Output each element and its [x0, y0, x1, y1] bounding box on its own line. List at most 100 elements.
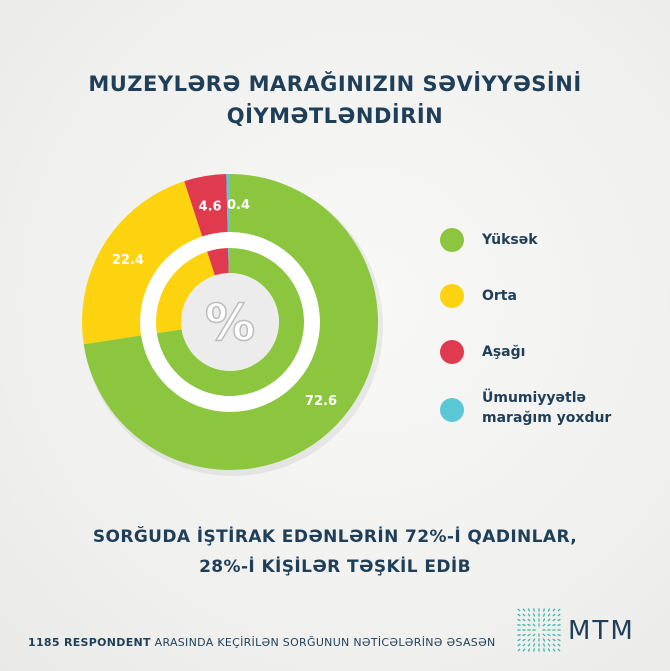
outer-slice-0: [83, 174, 379, 471]
chart-center-disc: [181, 273, 279, 371]
logo-mark-stroke: [552, 618, 556, 622]
legend-label-marag-yoxdur-1: Ümumiyyətlə: [482, 390, 587, 406]
footer-source-text: ARASINDA KEÇİRİLƏN SORĞUNUN NƏTİCƏLƏRİNƏ…: [150, 636, 496, 649]
logo-mark-stroke: [547, 638, 551, 642]
logo-mark-stroke: [532, 613, 536, 617]
logo-mark-stroke: [552, 643, 556, 647]
mtm-logo-text: MTM: [568, 616, 635, 646]
inner-slice-3: [228, 248, 230, 274]
survey-note-line1: SORĞUDA İŞTİRAK EDƏNLƏRİN 72%-İ QADINLAR…: [92, 527, 578, 547]
logo-mark-stroke: [542, 643, 546, 647]
logo-mark-stroke: [517, 643, 521, 647]
legend-dot-orta: [440, 284, 464, 308]
logo-mark-stroke: [547, 613, 551, 617]
logo-mark-stroke: [522, 618, 526, 622]
chart-title: MUZEYLƏRƏ MARAĞINIZIN SƏVİYYƏSİNİ QİYMƏT…: [0, 68, 670, 132]
logo-mark-stroke: [557, 618, 561, 622]
slice-value-label-1: 22.4: [112, 253, 144, 268]
slice-value-label-3: 0.4: [227, 198, 250, 213]
logo-mark-stroke: [532, 643, 536, 647]
logo-mark-stroke: [533, 648, 535, 652]
chart-title-line1: MUZEYLƏRƏ MARAĞINIZIN SƏVİYYƏSİNİ: [88, 72, 582, 96]
logo-mark-stroke: [543, 608, 545, 612]
logo-mark-stroke: [542, 633, 546, 637]
logo-mark-stroke: [522, 638, 526, 642]
center-percent-label: %: [205, 294, 255, 352]
logo-mark-stroke: [542, 638, 546, 642]
survey-note: SORĞUDA İŞTİRAK EDƏNLƏRİN 72%-İ QADINLAR…: [0, 522, 670, 582]
logo-mark-stroke: [557, 613, 561, 617]
logo-mark-stroke: [522, 608, 526, 612]
logo-mark-stroke: [552, 623, 556, 627]
logo-mark-stroke: [522, 623, 526, 627]
logo-mark-stroke: [557, 608, 561, 612]
logo-mark-stroke: [533, 608, 535, 612]
logo-mark-stroke: [517, 618, 521, 622]
logo-mark-stroke: [552, 638, 556, 642]
logo-mark-stroke: [532, 618, 536, 622]
logo-mark-stroke: [517, 608, 521, 612]
footer-respondent-count: 1185 RESPONDENT: [28, 636, 151, 649]
logo-mark-stroke: [517, 613, 521, 617]
mtm-logo: MTM: [516, 607, 646, 655]
logo-mark-stroke: [557, 643, 561, 647]
logo-mark-stroke: [527, 618, 531, 622]
footer-source: 1185 RESPONDENT ARASINDA KEÇİRİLƏN SORĞU…: [28, 636, 496, 649]
logo-mark-stroke: [552, 648, 556, 652]
logo-mark-stroke: [522, 643, 526, 647]
logo-mark-stroke: [527, 623, 531, 627]
chart-title-line2: QİYMƏTLƏNDİRİN: [226, 104, 444, 128]
logo-mark-stroke: [557, 638, 561, 642]
logo-mark-stroke: [542, 618, 546, 622]
inner-slice-0: [156, 248, 304, 396]
logo-mark-stroke: [532, 623, 536, 627]
logo-mark-stroke: [552, 613, 556, 617]
logo-mark-stroke: [527, 608, 531, 612]
mtm-logo-mark-icon: [517, 608, 561, 652]
inner-slice-1: [156, 251, 215, 334]
logo-mark-stroke: [517, 624, 521, 626]
legend-dot-yuksek: [440, 228, 464, 252]
logo-mark-stroke: [547, 648, 551, 652]
logo-mark-stroke: [522, 613, 526, 617]
logo-mark-stroke: [527, 648, 531, 652]
logo-mark-stroke: [557, 648, 561, 652]
logo-mark-stroke: [542, 613, 546, 617]
legend-label-yuksek: Yüksək: [482, 232, 538, 248]
inner-slice-2: [207, 248, 229, 276]
logo-mark-stroke: [527, 633, 531, 637]
logo-mark-stroke: [547, 618, 551, 622]
logo-mark-stroke: [557, 624, 561, 626]
logo-mark-stroke: [517, 638, 521, 642]
logo-mark-stroke: [547, 643, 551, 647]
logo-mark-stroke: [547, 623, 551, 627]
slice-value-label-2: 4.6: [199, 200, 222, 215]
logo-mark-stroke: [552, 633, 556, 637]
logo-mark-stroke: [543, 648, 545, 652]
logo-mark-stroke: [547, 633, 551, 637]
legend-label-orta: Orta: [482, 288, 517, 304]
logo-mark-stroke: [522, 648, 526, 652]
logo-mark-stroke: [517, 634, 521, 636]
outer-slice-2: [184, 174, 228, 237]
slice-value-label-0: 72.6: [305, 394, 337, 409]
legend-label-asagi: Aşağı: [482, 344, 526, 360]
logo-mark-stroke: [527, 638, 531, 642]
legend-dot-asagi: [440, 340, 464, 364]
legend-dot-marag-yoxdur: [440, 398, 464, 422]
logo-mark-stroke: [557, 634, 561, 636]
logo-mark-stroke: [527, 643, 531, 647]
legend-label-marag-yoxdur-2: marağım yoxdur: [482, 410, 612, 426]
logo-mark-stroke: [522, 633, 526, 637]
logo-mark-stroke: [532, 638, 536, 642]
logo-mark-stroke: [542, 623, 546, 627]
survey-note-line2: 28%-İ KİŞİLƏR TƏŞKİL EDİB: [199, 557, 471, 577]
logo-mark-stroke: [547, 608, 551, 612]
logo-mark-stroke: [532, 633, 536, 637]
logo-mark-stroke: [527, 613, 531, 617]
outer-slice-3: [226, 174, 230, 233]
logo-mark-stroke: [517, 648, 521, 652]
logo-mark-stroke: [552, 608, 556, 612]
outer-slice-1: [81, 181, 203, 345]
